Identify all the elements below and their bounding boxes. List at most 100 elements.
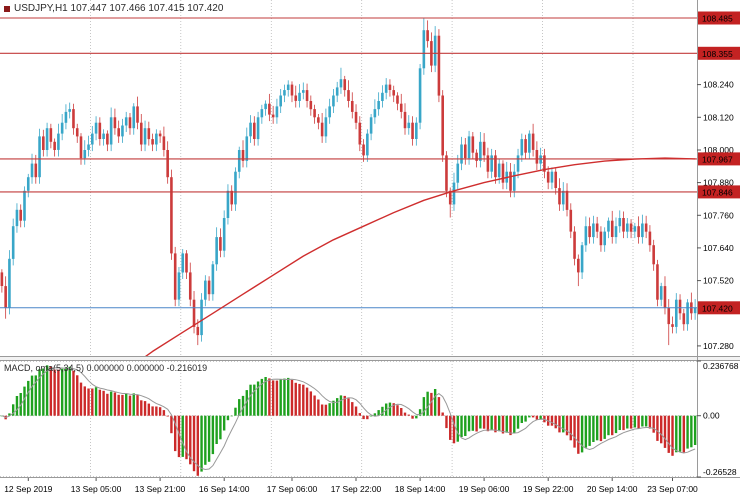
macd-histogram-bar — [535, 415, 539, 420]
time-axis-label: 17 Sep 22:00 — [331, 484, 382, 494]
candle-body — [162, 136, 166, 150]
macd-histogram-bar — [618, 415, 621, 430]
macd-histogram-bar — [38, 369, 41, 416]
macd-histogram-bar — [494, 415, 497, 433]
candle-body — [614, 226, 618, 238]
price-level-badge-text: 107.846 — [702, 187, 733, 197]
macd-histogram-bar — [256, 381, 260, 416]
candle-body — [339, 79, 343, 88]
candle-body — [358, 122, 362, 145]
price-pane[interactable] — [0, 0, 697, 368]
macd-histogram-bar — [151, 406, 154, 416]
macd-histogram-bar — [411, 415, 414, 419]
candle-body — [460, 144, 463, 164]
candle-body — [347, 90, 350, 101]
macd-histogram-bar — [68, 366, 71, 416]
macd-histogram-bar — [381, 406, 384, 416]
candle-body — [546, 171, 550, 183]
candle-body — [490, 155, 493, 172]
candle-body — [463, 144, 467, 159]
macd-histogram-bar — [230, 415, 233, 417]
macd-histogram-bar — [550, 415, 554, 426]
symbol-ohlc-text: USDJPY,H1 107.447 107.466 107.415 107.42… — [14, 3, 224, 14]
candle-body — [79, 136, 83, 159]
macd-histogram-bar — [678, 415, 682, 452]
candle-body — [98, 122, 102, 139]
candle-body — [686, 302, 689, 325]
macd-histogram-bar — [79, 382, 83, 416]
macd-pane[interactable] — [0, 361, 697, 477]
macd-histogram-bar — [109, 391, 113, 416]
macd-histogram-bar — [313, 395, 316, 416]
candle-body — [4, 286, 7, 308]
candle-body — [682, 313, 686, 325]
candle-body — [599, 231, 603, 246]
macd-histogram-bar — [667, 415, 670, 453]
candle-body — [693, 307, 697, 314]
macd-histogram-bar — [577, 415, 580, 454]
macd-histogram-bar — [166, 415, 169, 417]
macd-histogram-bar — [498, 415, 501, 432]
macd-histogram-bar — [83, 386, 86, 416]
chart-symbol-ohlc-label: USDJPY,H1 107.447 107.466 107.415 107.42… — [4, 3, 223, 14]
macd-histogram-bar — [170, 415, 173, 434]
macd-histogram-bar — [102, 390, 105, 416]
macd-histogram-bar — [449, 415, 452, 440]
candle-body — [366, 133, 369, 156]
candle-body — [516, 155, 520, 172]
candle-body — [53, 141, 56, 150]
candle-body — [629, 223, 633, 232]
candle-body — [283, 90, 286, 96]
macd-histogram-bar — [189, 415, 192, 465]
candle-body — [117, 128, 120, 137]
macd-histogram-bar — [520, 415, 524, 423]
candle-body — [332, 95, 335, 107]
macd-histogram-bar — [471, 415, 475, 431]
time-axis-label: 13 Sep 21:00 — [135, 484, 186, 494]
macd-histogram-bar — [336, 398, 339, 416]
time-axis-label: 23 Sep 07:00 — [647, 484, 698, 494]
macd-histogram-bar — [219, 415, 222, 440]
candle-body — [106, 133, 109, 145]
macd-histogram-bar — [460, 415, 463, 438]
macd-histogram-bar — [539, 415, 542, 420]
candle-body — [618, 218, 622, 227]
candle-body — [237, 150, 241, 172]
macd-histogram-bar — [192, 415, 196, 472]
candle-body — [109, 117, 113, 145]
candle-body — [279, 95, 282, 107]
candle-body — [253, 122, 256, 139]
macd-histogram-bar — [23, 386, 26, 416]
macd-histogram-bar — [309, 391, 313, 416]
candle-body — [415, 122, 418, 139]
candle-body — [392, 90, 396, 96]
macd-histogram-bar — [418, 409, 422, 416]
candle-body — [298, 92, 301, 101]
macd-histogram-bar — [11, 404, 15, 416]
candle-body — [305, 90, 309, 101]
macd-histogram-bar — [509, 415, 512, 436]
candle-body — [403, 111, 407, 129]
candle-body — [320, 122, 324, 137]
candle-body — [94, 122, 98, 134]
candle-body — [256, 117, 260, 140]
candle-body — [659, 286, 663, 300]
macd-histogram-bar — [366, 415, 369, 420]
candle-body — [652, 245, 655, 265]
candle-body — [674, 299, 678, 327]
candle-body — [520, 139, 524, 156]
macd-histogram-bar — [490, 415, 493, 430]
macd-histogram-bar — [34, 375, 37, 416]
macd-histogram-bar — [648, 415, 652, 429]
macd-histogram-bar — [222, 415, 226, 431]
candle-body — [147, 128, 151, 140]
candle-body — [19, 209, 23, 221]
macd-histogram-bar — [347, 398, 350, 416]
macd-histogram-bar — [317, 399, 320, 416]
macd-histogram-bar — [592, 415, 595, 442]
macd-histogram-bar — [305, 387, 309, 416]
macd-histogram-bar — [652, 415, 655, 433]
macd-histogram-bar — [143, 401, 147, 416]
macd-histogram-bar — [663, 415, 667, 448]
